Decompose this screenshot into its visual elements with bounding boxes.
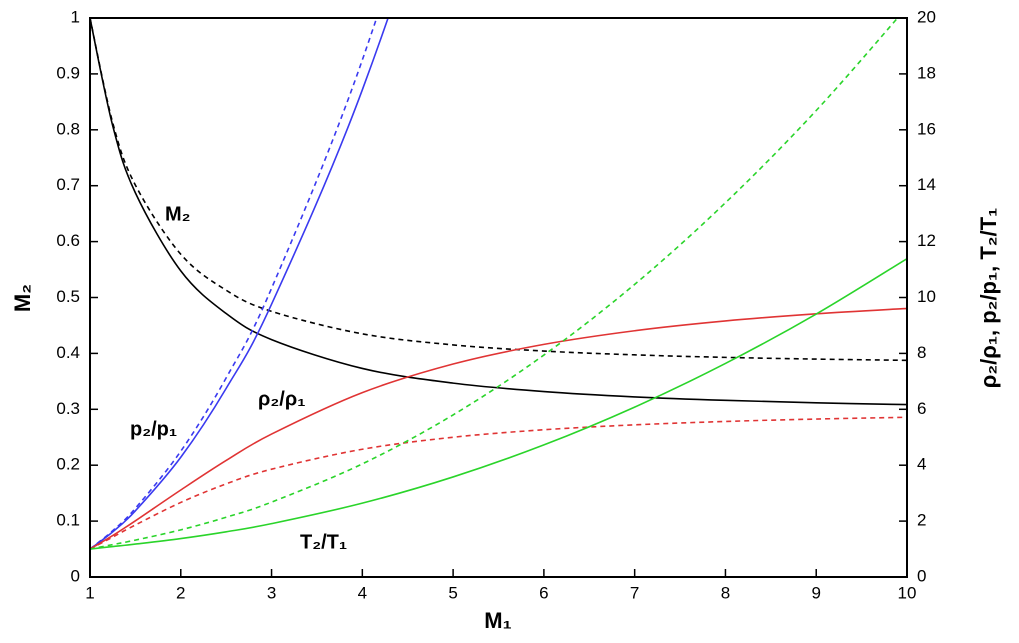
curve [90, 307, 907, 550]
x-tick-label: 10 [898, 583, 917, 602]
y-tick-label: 0.7 [56, 175, 80, 194]
y2-tick-label: 18 [917, 63, 936, 82]
y-tick-label: 0.9 [56, 63, 80, 82]
x-tick-label: 4 [358, 583, 367, 602]
y-tick-label: 1 [71, 7, 80, 26]
curve-label: ρ₂/ρ₁ [258, 388, 305, 410]
curve [90, 18, 378, 550]
y2-tick-label: 6 [917, 399, 926, 418]
x-tick-label: 8 [721, 583, 730, 602]
plot-frame [89, 17, 908, 578]
y2-tick-label: 20 [917, 7, 936, 26]
y2-tick-label: 0 [917, 566, 926, 585]
y2-tick-label: 2 [917, 511, 926, 530]
y-tick-label: 0.3 [56, 399, 80, 418]
curve-label: M₂ [165, 203, 191, 225]
curve [90, 18, 899, 550]
x-tick-label: 3 [267, 583, 276, 602]
y-tick-label: 0.4 [56, 343, 80, 362]
curve [90, 416, 907, 550]
curve-label: p₂/p₁ [130, 418, 177, 440]
x-axis-label: M₁ [484, 608, 511, 633]
y2-tick-label: 12 [917, 231, 936, 250]
y-tick-label: 0.8 [56, 119, 80, 138]
x-tick-label: 7 [630, 583, 639, 602]
x-tick-label: 1 [85, 583, 94, 602]
y-tick-label: 0.6 [56, 231, 80, 250]
y2-tick-label: 14 [917, 175, 936, 194]
x-tick-label: 5 [448, 583, 457, 602]
y2-tick-label: 10 [917, 287, 936, 306]
y2-tick-label: 8 [917, 343, 926, 362]
y-axis-label: M₂ [10, 284, 35, 312]
y2-tick-label: 16 [917, 119, 936, 138]
y-tick-label: 0.5 [56, 287, 80, 306]
y2-tick-label: 4 [917, 455, 926, 474]
y-tick-label: 0.1 [56, 511, 80, 530]
y2-axis-label: ρ₂/ρ₁, p₂/p₁, T₂/T₁ [976, 208, 1001, 388]
y-tick-label: 0.2 [56, 455, 80, 474]
x-tick-label: 2 [176, 583, 185, 602]
plot-area [90, 18, 907, 550]
curve [90, 18, 907, 362]
curve-label: T₂/T₁ [300, 531, 347, 553]
x-tick-label: 6 [539, 583, 548, 602]
curve [90, 18, 389, 550]
y-tick-label: 0 [71, 566, 80, 585]
x-tick-label: 9 [811, 583, 820, 602]
curve [90, 257, 907, 550]
curve [90, 18, 907, 406]
